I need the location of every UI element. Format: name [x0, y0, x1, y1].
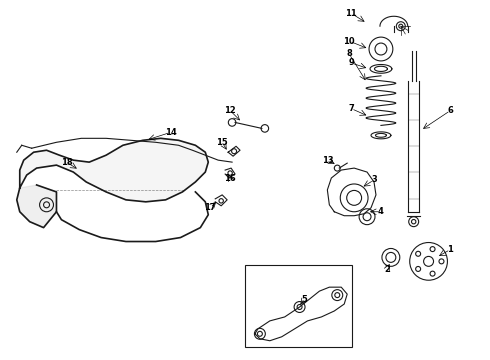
Text: 17: 17 [204, 203, 216, 212]
Text: 6: 6 [447, 106, 453, 115]
Polygon shape [17, 185, 56, 228]
Text: 1: 1 [447, 245, 453, 254]
Text: 9: 9 [348, 58, 354, 67]
Text: 11: 11 [345, 9, 357, 18]
Text: 18: 18 [61, 158, 72, 167]
Text: 5: 5 [302, 294, 307, 303]
Text: 8: 8 [346, 49, 352, 58]
Polygon shape [20, 138, 208, 202]
Text: 10: 10 [343, 37, 355, 46]
Text: 16: 16 [224, 174, 236, 183]
Bar [245, 265, 352, 347]
Text: 3: 3 [371, 175, 377, 184]
Text: 2: 2 [384, 265, 390, 274]
Text: 7: 7 [348, 104, 354, 113]
Text: 4: 4 [378, 207, 384, 216]
Text: 12: 12 [224, 106, 236, 115]
Text: 13: 13 [321, 156, 333, 165]
Text: 15: 15 [216, 138, 228, 147]
Text: 14: 14 [165, 128, 176, 137]
